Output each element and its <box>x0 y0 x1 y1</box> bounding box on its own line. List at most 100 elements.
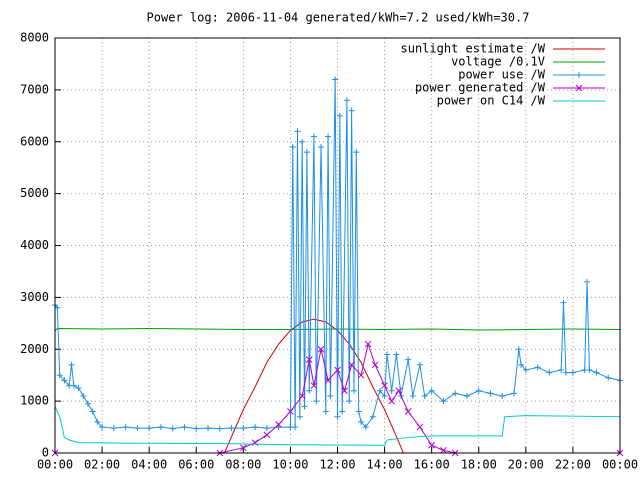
point-marker <box>428 441 436 449</box>
series-line <box>55 318 620 454</box>
x-tick-label: 22:00 <box>555 458 591 472</box>
point-marker <box>310 382 318 389</box>
point-marker <box>146 425 153 432</box>
point-marker <box>355 408 362 415</box>
point-marker <box>70 382 77 389</box>
point-marker <box>575 84 583 92</box>
point-marker <box>294 128 301 135</box>
point-marker <box>487 390 494 397</box>
point-marker <box>522 367 529 373</box>
point-marker <box>157 424 164 431</box>
point-marker <box>388 397 395 405</box>
y-tick-label: 2000 <box>20 342 49 356</box>
point-marker <box>94 418 101 425</box>
point-marker <box>301 403 308 410</box>
series-line <box>54 406 621 446</box>
plot-border <box>54 37 621 454</box>
point-marker <box>383 351 390 358</box>
x-tick-label: 10:00 <box>272 458 308 472</box>
point-marker <box>287 408 294 415</box>
point-marker <box>303 149 310 156</box>
point-marker <box>421 392 428 399</box>
point-marker <box>499 392 506 399</box>
point-marker <box>560 299 567 306</box>
point-marker <box>298 392 306 400</box>
point-marker <box>584 278 591 285</box>
point-marker <box>275 421 282 428</box>
point-marker <box>263 431 271 439</box>
x-tick-label: 06:00 <box>178 458 214 472</box>
x-tick-label: 02:00 <box>84 458 120 472</box>
point-marker <box>332 76 339 83</box>
point-marker <box>440 398 447 405</box>
point-marker <box>405 356 412 363</box>
point-marker <box>353 149 360 156</box>
x-tick-label: 00:00 <box>602 458 638 472</box>
point-marker <box>371 361 379 369</box>
x-tick-label: 16:00 <box>414 458 450 472</box>
point-marker <box>252 424 259 431</box>
point-marker <box>205 425 212 432</box>
point-marker <box>61 377 68 384</box>
point-marker <box>605 374 612 381</box>
point-marker <box>193 425 200 432</box>
y-tick-label: 3000 <box>20 290 49 304</box>
point-marker <box>336 112 343 119</box>
point-marker <box>350 387 357 394</box>
point-marker <box>68 361 75 368</box>
point-marker <box>324 377 332 384</box>
point-marker <box>216 425 223 432</box>
point-marker <box>346 398 353 405</box>
y-tick-label: 1000 <box>20 394 49 408</box>
point-marker <box>240 425 247 432</box>
y-tick-label: 4000 <box>20 238 49 252</box>
point-marker <box>80 392 87 399</box>
point-marker <box>511 390 518 397</box>
point-marker <box>334 413 341 420</box>
point-marker <box>475 387 482 394</box>
x-tick-label: 04:00 <box>131 458 167 472</box>
point-marker <box>452 390 459 397</box>
point-marker <box>228 425 235 432</box>
point-marker <box>576 72 582 78</box>
point-marker <box>381 392 388 399</box>
y-tick-label: 8000 <box>20 31 49 45</box>
point-marker <box>369 413 376 420</box>
point-marker <box>56 372 63 379</box>
chart-title: Power log: 2006-11-04 generated/kWh=7.2 … <box>147 11 530 25</box>
x-tick-label: 18:00 <box>461 458 497 472</box>
y-tick-label: 0 <box>42 446 49 460</box>
x-tick-label: 00:00 <box>37 458 73 472</box>
point-marker <box>325 133 332 140</box>
point-marker <box>518 361 525 368</box>
point-marker <box>263 425 270 432</box>
point-marker <box>89 408 96 415</box>
point-marker <box>586 367 593 373</box>
y-tick-label: 5000 <box>20 186 49 200</box>
point-marker <box>348 107 355 114</box>
point-marker <box>306 387 313 394</box>
point-marker <box>515 346 522 353</box>
point-marker <box>416 361 423 368</box>
x-tick-label: 14:00 <box>367 458 403 472</box>
point-marker <box>593 369 600 376</box>
point-marker <box>322 408 329 415</box>
point-marker <box>327 392 334 399</box>
legend-label: voltage /0.1V <box>451 55 545 69</box>
point-marker <box>428 387 435 394</box>
point-marker <box>134 425 141 432</box>
point-marker <box>313 398 320 405</box>
x-tick-label: 08:00 <box>225 458 261 472</box>
point-marker <box>289 143 296 150</box>
point-marker <box>388 387 395 394</box>
point-marker <box>305 356 313 363</box>
point-marker <box>317 345 325 353</box>
legend-label: power generated /W <box>415 81 546 95</box>
point-marker <box>393 351 400 358</box>
point-marker <box>409 392 416 399</box>
point-marker <box>357 371 365 379</box>
x-tick-label: 20:00 <box>508 458 544 472</box>
legend-label: sunlight estimate /W <box>401 42 546 56</box>
